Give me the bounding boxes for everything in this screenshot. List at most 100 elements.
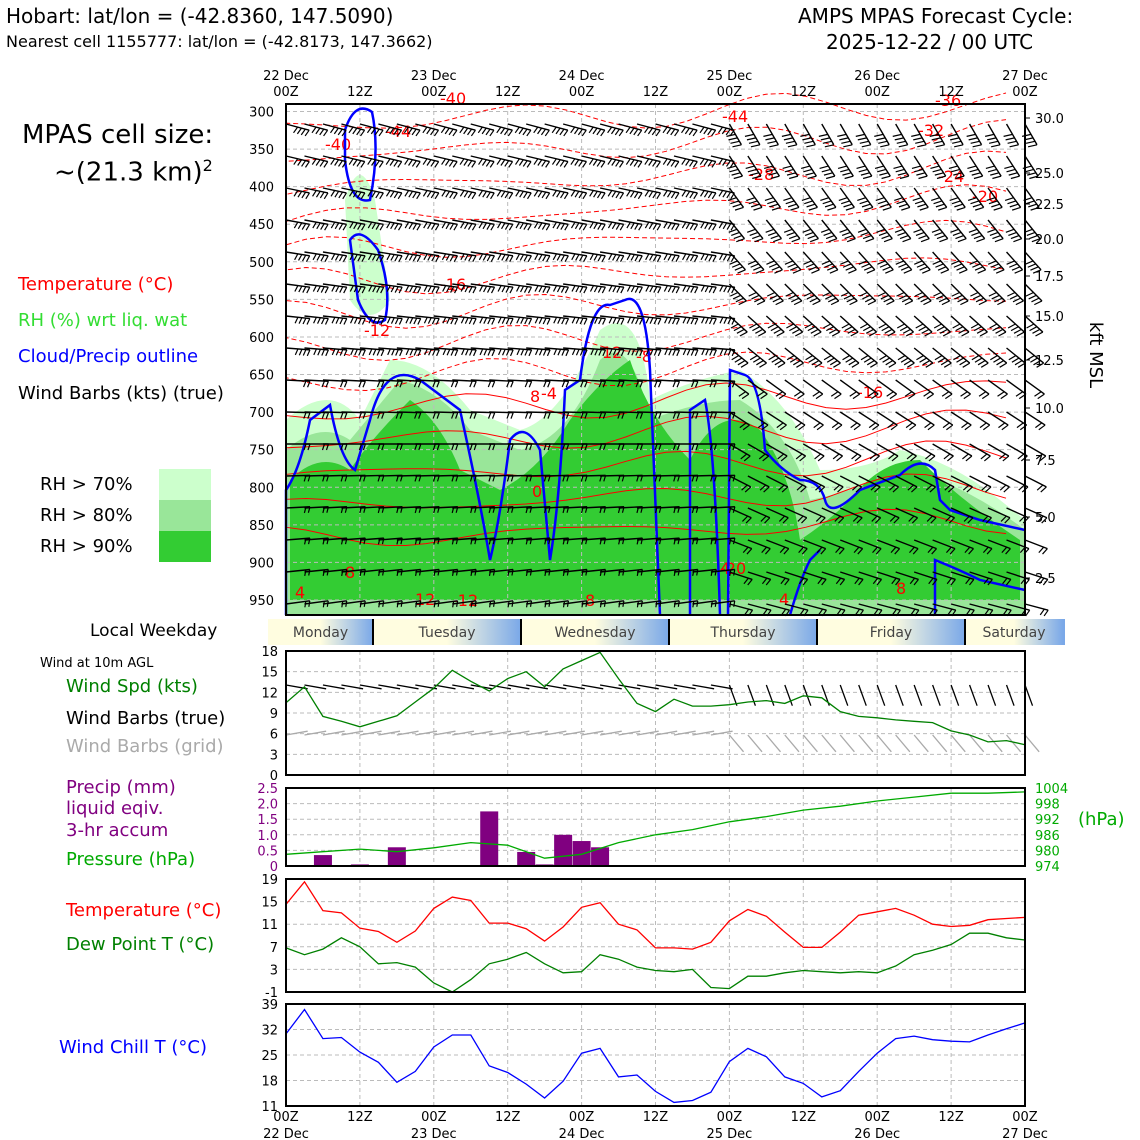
wind-barb: [931, 187, 948, 211]
wind-barb: [727, 187, 745, 211]
wind-barb: [1006, 411, 1028, 431]
wind-barb: [544, 568, 570, 576]
pressure-tick-350: 350: [249, 143, 274, 158]
pressure-tick-850: 850: [249, 519, 274, 534]
wind-barb: [1024, 411, 1046, 431]
wind-barb: [839, 443, 862, 462]
pressure-tick-500: 500: [249, 256, 274, 271]
wind-barb: [655, 123, 680, 137]
wind-barb: [802, 251, 820, 274]
wind-barb: [673, 251, 699, 262]
rh70-swatch: [159, 469, 211, 500]
wind-barb: [784, 507, 808, 524]
wind-barb: [636, 155, 661, 168]
wind-barb: [840, 571, 864, 586]
bottom-day-label: 27 Dec: [1002, 1127, 1048, 1140]
wind-barb: [1006, 347, 1026, 368]
wind-barb-grid: [987, 734, 1003, 753]
wind-barb: [820, 187, 837, 211]
wind-barb: [765, 411, 787, 431]
wind-barb: [931, 219, 949, 243]
wind-barb: [932, 347, 952, 368]
wind-barb: [322, 379, 348, 388]
temp-contour-1: [285, 119, 1007, 162]
wind-barb: [433, 283, 459, 294]
dewpoint-line: [285, 932, 1026, 993]
wind-barb: [415, 379, 440, 388]
wind-barb-grid: [526, 730, 548, 736]
ytick: 25: [261, 1049, 278, 1064]
pressure-tick-550: 550: [249, 293, 274, 308]
wind-barb: [562, 123, 587, 137]
wind-barb: [673, 123, 698, 137]
wind-barb: [636, 251, 662, 262]
top-hour-label: 00Z: [273, 85, 299, 100]
wind-barb: [341, 187, 366, 200]
wind-barb-true: [563, 684, 585, 690]
wind-barb: [489, 187, 514, 200]
wind-barb: [470, 568, 496, 576]
wind-barb-grid: [969, 734, 985, 753]
wind-barb-grid: [802, 734, 818, 753]
wind-barb: [747, 347, 767, 368]
contour-label: 4: [779, 590, 789, 609]
wind-barb: [618, 283, 643, 294]
wind-barb: [507, 187, 532, 200]
wind-barb: [765, 283, 784, 306]
wind-barb: [415, 187, 440, 200]
weekday-label: Local Weekday: [90, 621, 218, 641]
wind-barb: [913, 219, 930, 243]
top-day-label: 26 Dec: [854, 69, 900, 84]
wind-barb: [839, 507, 863, 524]
wind-barb-grid: [470, 730, 493, 736]
wind-barb: [802, 411, 824, 431]
wind-barb: [764, 155, 781, 180]
wind-barb: [452, 219, 477, 231]
wind-barb-true: [396, 684, 419, 690]
wind-barb: [876, 347, 897, 368]
temperature-label: Temperature (°C): [66, 900, 222, 921]
bottom-day-label: 24 Dec: [559, 1127, 605, 1140]
wind-barb: [359, 251, 385, 262]
contour-label: -32: [918, 121, 944, 140]
wind-barb: [489, 379, 514, 388]
wind-barb: [876, 475, 899, 493]
wind-barb: [673, 315, 699, 325]
wind-barb: [415, 123, 439, 137]
wind-barb: [1024, 475, 1047, 493]
wind-barb: [507, 379, 533, 388]
kft-label-7.5: 7.5: [1035, 454, 1056, 469]
wind-barb-true: [618, 684, 641, 690]
wind-barb: [581, 187, 606, 200]
wind-barb-true: [987, 684, 997, 706]
ytick: 0: [270, 769, 278, 784]
wind-barb: [729, 539, 753, 555]
wind-barb: [562, 187, 588, 200]
weekday-saturday: Saturday: [982, 625, 1045, 641]
wind-barb-true: [839, 684, 849, 706]
wind-barb: [655, 315, 680, 325]
wind-barb: [692, 251, 717, 262]
top-day-label: 25 Dec: [706, 69, 752, 84]
wind-barb-grid: [710, 730, 733, 736]
ytick: 0: [270, 860, 278, 875]
wind-barb-true: [359, 684, 382, 690]
wind-barb: [526, 568, 551, 576]
wind-barb: [618, 155, 643, 168]
wind-barb-grid: [821, 734, 837, 753]
wind-barb: [359, 155, 384, 168]
wind-barb: [932, 539, 956, 555]
wind-barb: [341, 347, 366, 357]
wind-barb-true: [950, 684, 960, 706]
wind-barb: [304, 187, 329, 200]
wind-barb-grid: [895, 734, 911, 753]
wind-barb: [895, 571, 919, 586]
bottom-day-label: 22 Dec: [263, 1127, 309, 1140]
wind-barb: [987, 539, 1011, 555]
rh80-label: RH > 80%: [40, 505, 133, 526]
bottom-hour-label: 00Z: [864, 1110, 890, 1125]
wind-barb: [821, 379, 842, 400]
wind-barb: [874, 155, 891, 180]
top-hour-label: 12Z: [495, 85, 521, 100]
wind-barb: [876, 539, 901, 555]
